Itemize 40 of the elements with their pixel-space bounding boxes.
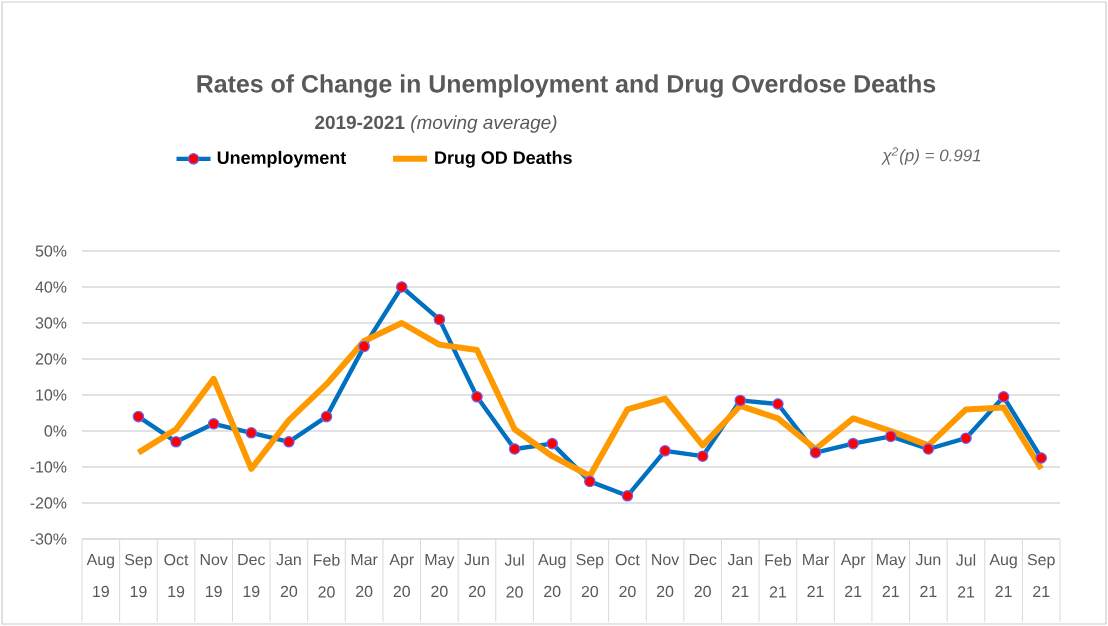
category-label: Dec 19 [238,554,266,598]
category-label: Jan 20 [276,554,301,598]
category-label: Nov 20 [652,554,680,598]
y-tick-label: 50% [35,245,67,257]
category-label: Oct 20 [615,554,640,598]
category-label: Mar 21 [803,554,829,597]
y-tick-label: -20% [30,497,67,509]
y-tick-label: 40% [35,281,67,293]
y-tick-label: 0% [44,425,67,437]
category-label: Oct 19 [164,554,189,598]
x-tick-label: Apr 20 [389,554,414,598]
legend-label: Drug OD Deaths [435,150,572,168]
y-tick-label: -10% [30,461,67,473]
x-tick-label: Sep 21 [1027,554,1055,598]
chart-title: Rates of Change in Unemployment and Drug Overdose Deaths [197,74,936,98]
category-label: Dec 20 [689,554,717,598]
category-label: Feb 20 [314,554,340,598]
category-label: Jul 20 [504,554,524,598]
x-tick-label: May 20 [425,554,455,598]
y-tick-label: -30% [30,533,67,545]
category-label: Mar 20 [351,554,378,598]
x-tick-label: Sep 19 [124,554,152,598]
category-label: Jan 21 [727,554,753,597]
x-tick-label: Sep 20 [576,554,604,598]
y-tick-label: 20% [35,353,67,365]
x-tick-label: Aug 21 [989,554,1017,597]
legend-label: Unemployment [217,150,346,168]
x-tick-label: Apr 21 [840,554,866,597]
text: χ$^{2}$(p) = 0.991 [881,147,981,165]
x-tick-label: May 21 [877,554,906,597]
x-tick-label: Aug 19 [86,554,114,598]
y-tick-label: 30% [35,317,67,329]
y-tick-label: 10% [36,389,67,401]
x-tick-label: Aug 20 [538,554,566,598]
category-label: Feb 21 [765,554,791,598]
chart-subtitle: 2019-2021 (moving average) [315,115,557,133]
category-label: Jun 20 [464,554,489,598]
category-label: Jun 21 [915,554,941,597]
category-label: Jul 21 [956,554,976,598]
category-label: Nov 19 [200,554,228,598]
